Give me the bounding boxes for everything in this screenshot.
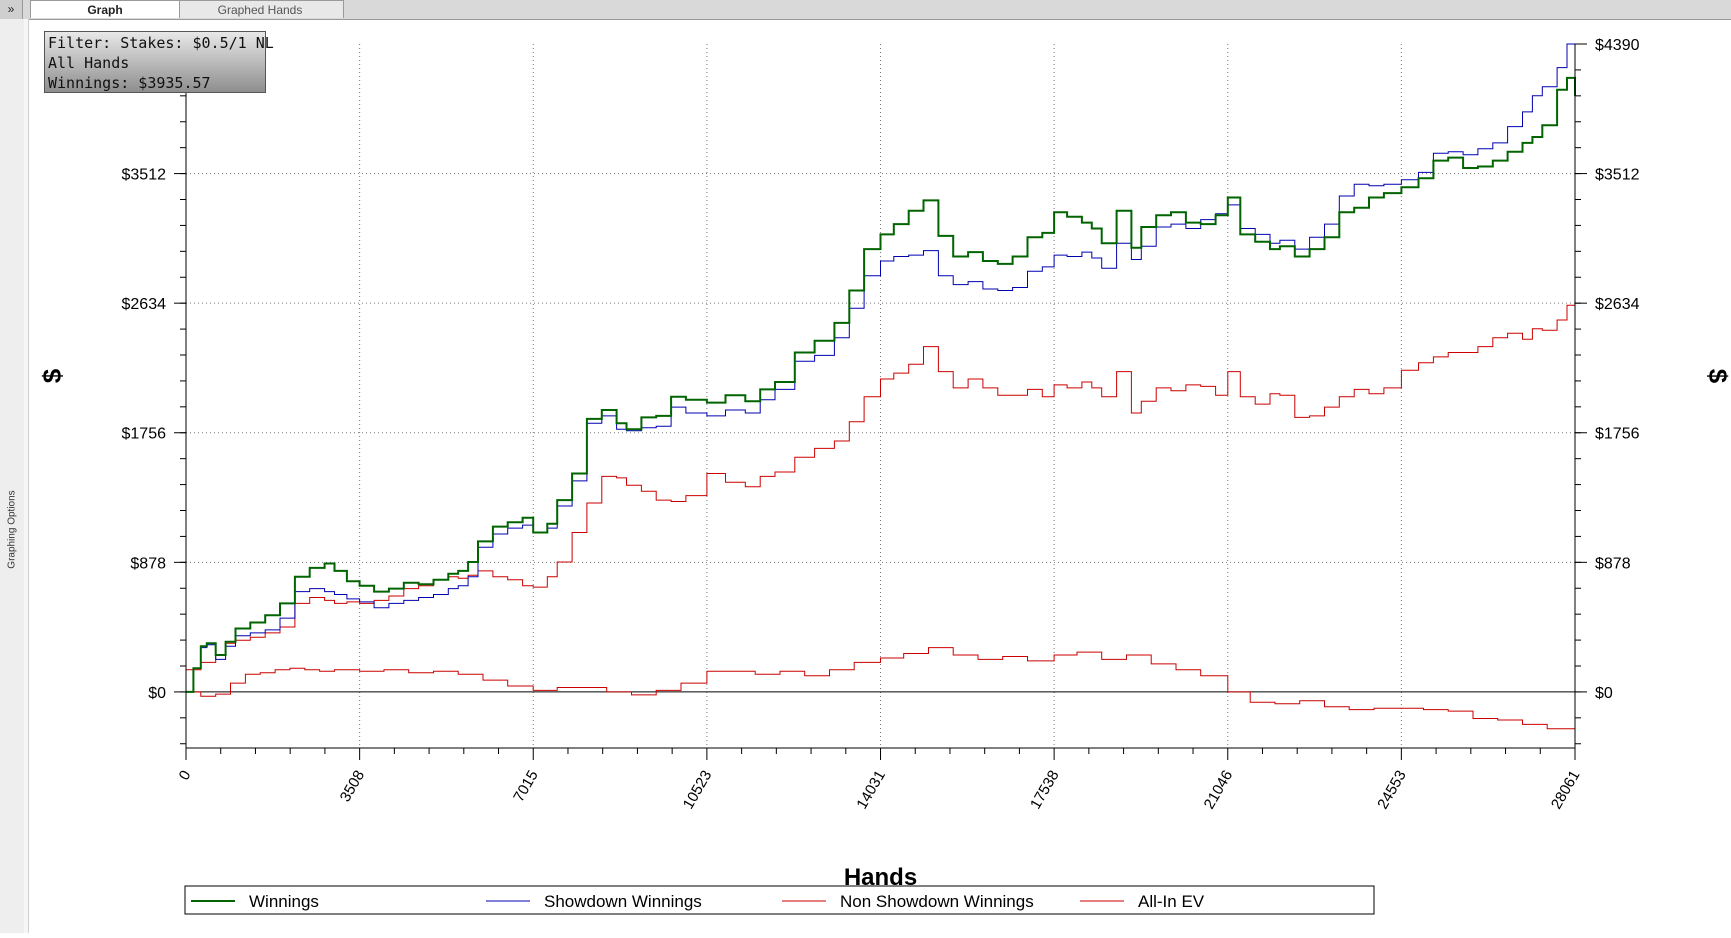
chart-area: 0 3508 7015 10523 14031 17538 21046 24553 28061 $… [29, 20, 1731, 933]
x-tick-label: 14031 [853, 768, 889, 813]
filter-line-stakes: Filter: Stakes: $0.5/1 NL [48, 34, 274, 52]
y-tick-label-right: $878 [1595, 555, 1631, 572]
y-tick-label-right: $4390 [1595, 37, 1640, 54]
x-tick-label: 0 [176, 768, 195, 784]
chart-series [186, 43, 1576, 741]
x-tick-label: 28061 [1548, 768, 1584, 813]
legend-label-2: Non Showdown Winnings [840, 892, 1034, 911]
filter-line-winnings: Winnings: $3935.57 [48, 74, 211, 92]
x-tick-label: 3508 [337, 768, 368, 805]
y-tick-label-right: $1756 [1595, 426, 1640, 443]
tab-graphed-hands[interactable]: Graphed Hands [176, 0, 344, 18]
x-tick-label: 24553 [1374, 768, 1410, 813]
legend-label-1: Showdown Winnings [544, 892, 702, 911]
legend-label-0: Winnings [249, 892, 319, 911]
graphing-options-sidebar[interactable]: Graphing Options [0, 19, 25, 933]
y-axis-title-right: $ [1703, 369, 1731, 384]
x-tick-label: 10523 [680, 768, 716, 813]
x-tick-label: 17538 [1027, 768, 1063, 813]
legend-box [184, 885, 1375, 915]
y-tick-label-right: $2634 [1595, 296, 1640, 313]
series-line-showdown-winnings [186, 43, 1576, 693]
filter-line-hands: All Hands [48, 54, 130, 72]
y-axis-title-left: $ [37, 368, 67, 383]
y-tick-label-left: $3512 [122, 167, 167, 184]
y-tick-label-right: $0 [1595, 685, 1613, 702]
series-line-winnings [186, 76, 1576, 693]
collapse-sidebar-button[interactable]: » [0, 0, 23, 19]
y-tick-label-left: $0 [148, 685, 166, 702]
graphing-options-label[interactable]: Graphing Options [6, 490, 18, 569]
y-tick-label-left: $1756 [122, 426, 167, 443]
chart-axes: 0 3508 7015 10523 14031 17538 21046 24553 28061 $… [37, 37, 1731, 891]
y-tick-label-left: $2634 [122, 296, 167, 313]
chart-legend: Winnings Showdown Winnings Non Showdown Wi… [184, 885, 1375, 915]
legend-label-3: All-In EV [1138, 892, 1205, 911]
series-line-all-in-ev [186, 304, 1576, 671]
tab-bar: » Graphed Hands Graph [0, 0, 1731, 20]
x-tick-label: 21046 [1201, 768, 1237, 813]
series-line-non-showdown-winnings [186, 647, 1576, 741]
sidebar-divider[interactable] [24, 19, 29, 933]
y-tick-label-left: $878 [130, 555, 166, 572]
tab-graph[interactable]: Graph [30, 0, 180, 18]
x-tick-label: 7015 [510, 768, 541, 805]
winnings-chart: 0 3508 7015 10523 14031 17538 21046 24553 28061 $… [37, 37, 1731, 915]
filter-info-box: Filter: Stakes: $0.5/1 NL All Hands Winn… [44, 31, 274, 93]
y-tick-label-right: $3512 [1595, 167, 1640, 184]
